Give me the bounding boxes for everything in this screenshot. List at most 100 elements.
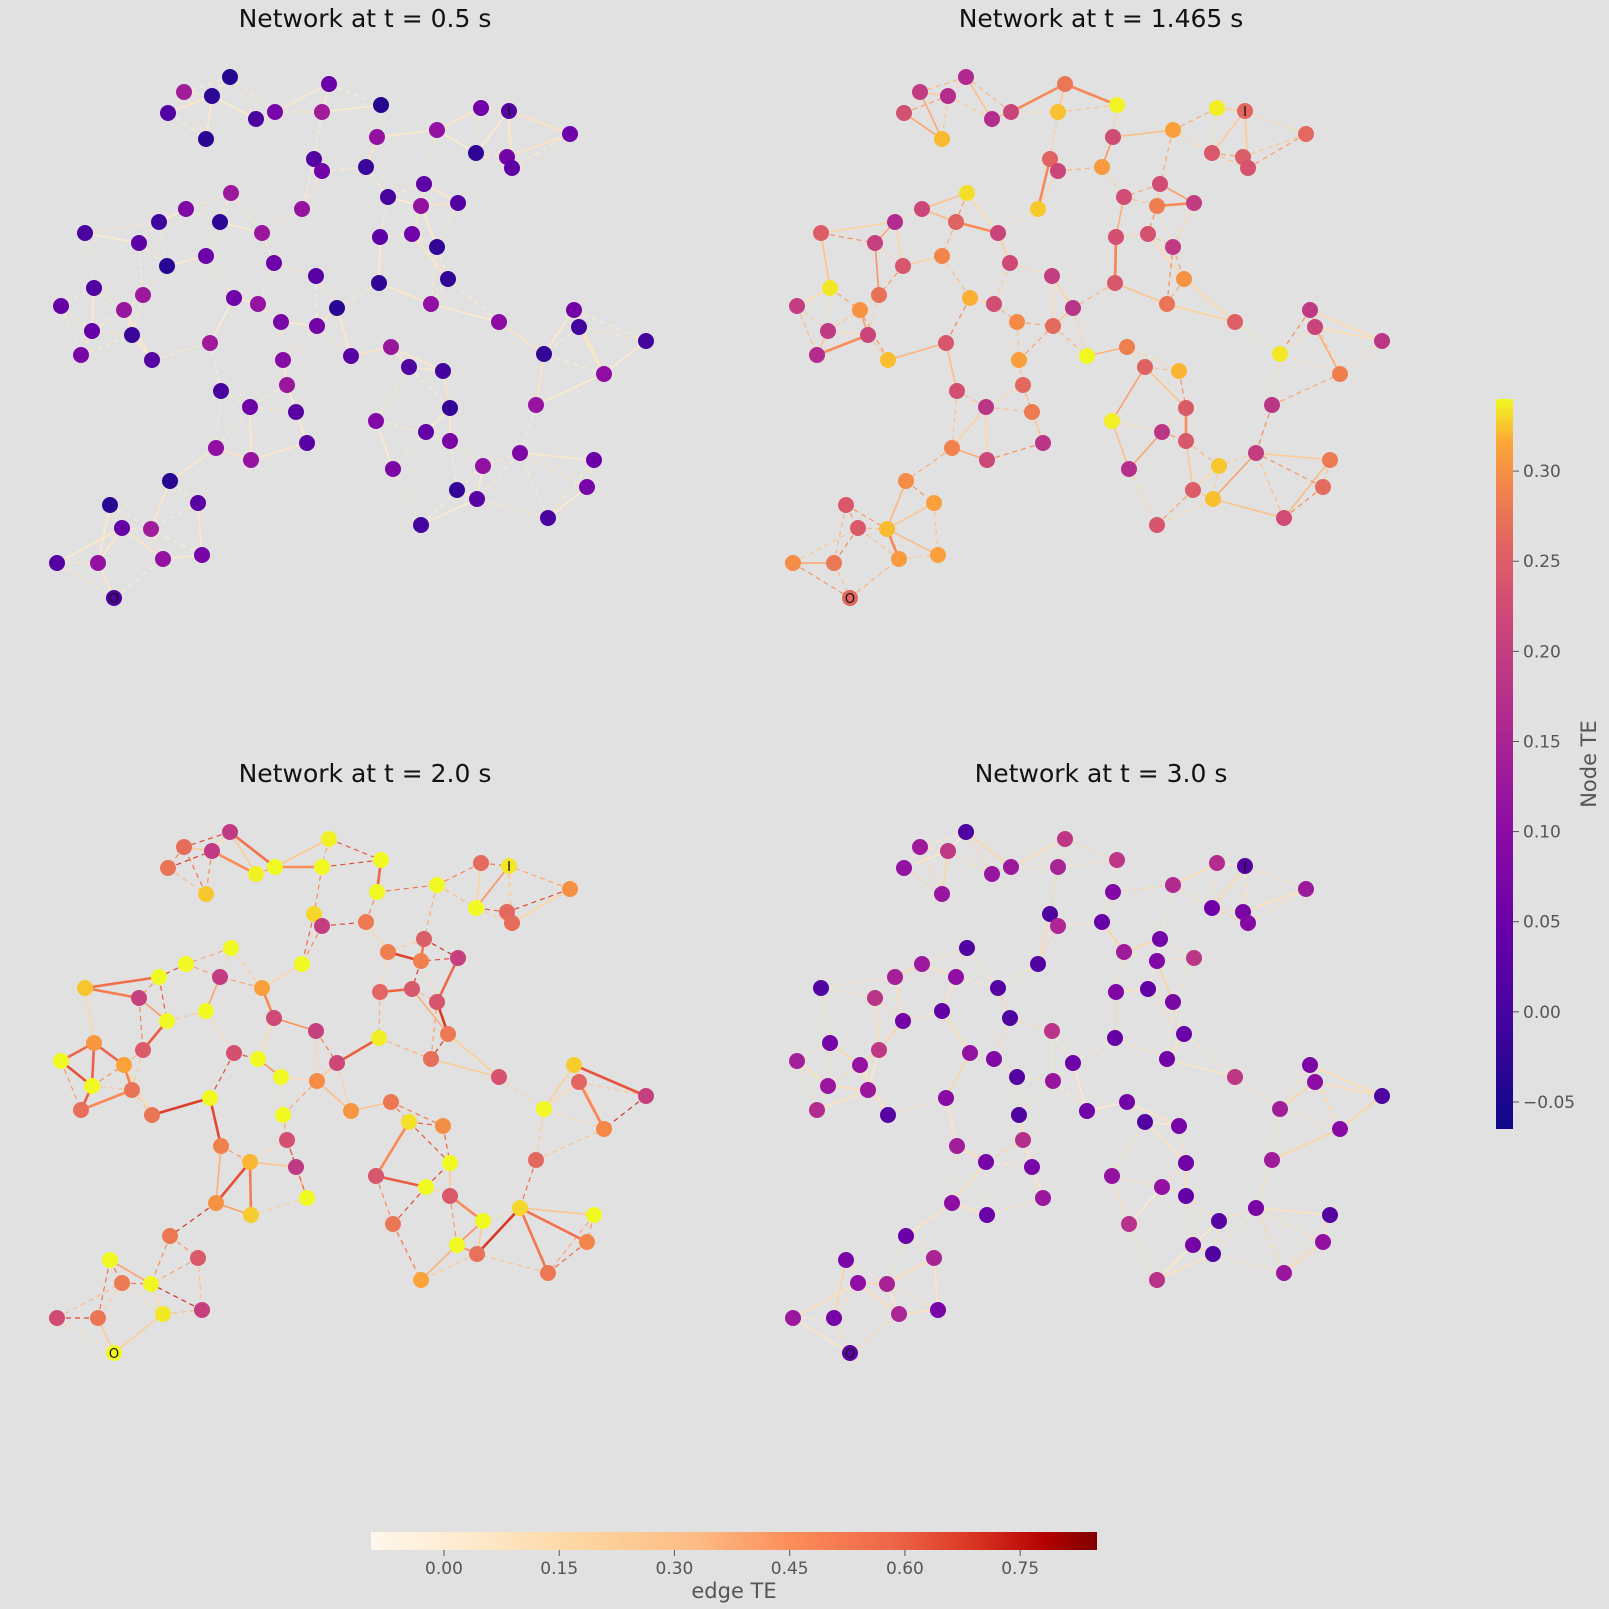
network-node	[413, 517, 429, 533]
network-edge	[209, 297, 235, 344]
network-node	[586, 1207, 602, 1223]
network-node	[106, 1345, 122, 1361]
network-edge	[965, 76, 1012, 113]
network-node	[571, 319, 587, 335]
network-edge	[375, 420, 394, 470]
network-node	[102, 497, 118, 513]
network-node	[369, 884, 385, 900]
network-node	[1154, 424, 1170, 440]
network-node	[1227, 314, 1243, 330]
network-node	[222, 824, 238, 840]
network-node	[809, 1102, 825, 1118]
network-edge	[84, 232, 95, 289]
network-node	[867, 235, 883, 251]
network-node	[596, 366, 612, 382]
node-te-colorbar-label: Node TE	[1577, 720, 1601, 808]
network-edge	[447, 1033, 500, 1078]
network-edge	[508, 865, 571, 890]
network-node	[934, 248, 950, 264]
network-node	[151, 969, 167, 985]
network-node	[248, 866, 264, 882]
network-edge	[1111, 420, 1130, 470]
network-edge	[1128, 468, 1158, 526]
network-node	[1057, 831, 1073, 847]
panel-title: Network at t = 3.0 s	[975, 759, 1228, 788]
network-edge	[1144, 1121, 1187, 1164]
output-node-label: O	[109, 592, 119, 607]
network-edge	[321, 104, 382, 113]
network-node	[1140, 981, 1156, 997]
network-node	[401, 1114, 417, 1130]
network-node	[1011, 352, 1027, 368]
network-node	[358, 159, 374, 175]
network-node	[77, 225, 93, 241]
network-edge	[336, 307, 352, 357]
network-node	[1104, 413, 1120, 429]
network-node	[144, 1107, 160, 1123]
network-edge	[151, 1096, 211, 1117]
network-edge	[250, 442, 308, 461]
network-node	[176, 839, 192, 855]
network-node	[1035, 435, 1051, 451]
network-node	[891, 1306, 907, 1322]
network-edge	[379, 951, 389, 993]
network-node	[1240, 160, 1256, 176]
network-node	[912, 84, 928, 100]
network-node	[385, 1216, 401, 1232]
network-node	[1374, 1088, 1390, 1104]
network-node	[299, 435, 315, 451]
network-edge	[430, 246, 438, 305]
network-node	[1307, 319, 1323, 335]
network-edge	[1218, 1207, 1257, 1222]
network-edge	[578, 326, 647, 342]
edge-te-tick-label: 0.00	[425, 1559, 463, 1579]
network-edge	[60, 305, 93, 332]
network-edge	[1072, 1062, 1088, 1112]
network-node	[1205, 1246, 1221, 1262]
network-edge	[1212, 1207, 1257, 1255]
network-node	[124, 1082, 140, 1098]
network-panel-4: Network at t = 3.0 sIO	[785, 759, 1390, 1362]
network-edge	[423, 884, 438, 940]
network-edge	[211, 849, 257, 876]
network-edge	[166, 1010, 207, 1022]
network-node	[1050, 859, 1066, 875]
network-node	[1315, 479, 1331, 495]
network-node	[242, 1154, 258, 1170]
network-node	[1264, 1152, 1280, 1168]
network-node	[1165, 994, 1181, 1010]
network-edge	[1309, 309, 1383, 342]
network-node	[53, 1053, 69, 1069]
network-node	[1108, 229, 1124, 245]
network-node	[273, 1069, 289, 1085]
network-node	[852, 1057, 868, 1073]
network-node	[949, 383, 965, 399]
network-node	[371, 1030, 387, 1046]
network-node	[948, 969, 964, 985]
network-edge	[1159, 884, 1174, 940]
network-node	[984, 111, 1000, 127]
network-node	[940, 88, 956, 104]
network-node	[159, 1013, 175, 1029]
network-node	[1107, 275, 1123, 291]
network-node	[131, 990, 147, 1006]
network-node	[423, 296, 439, 312]
network-node	[1149, 198, 1165, 214]
network-edge	[475, 110, 510, 154]
network-edge	[476, 1253, 549, 1274]
network-edge	[378, 1037, 432, 1060]
network-panel-3: Network at t = 2.0 sIO	[49, 759, 654, 1362]
network-edge	[1183, 1033, 1236, 1078]
network-node	[1009, 314, 1025, 330]
network-node	[279, 377, 295, 393]
network-edge	[1037, 170, 1059, 210]
network-node	[586, 452, 602, 468]
network-edge	[833, 562, 851, 599]
network-node	[1272, 1101, 1288, 1117]
network-edge	[84, 232, 140, 244]
node-te-tick-label: −0.05	[1523, 1093, 1575, 1113]
network-node	[429, 122, 445, 138]
network-edge	[547, 486, 588, 519]
network-node	[279, 1132, 295, 1148]
